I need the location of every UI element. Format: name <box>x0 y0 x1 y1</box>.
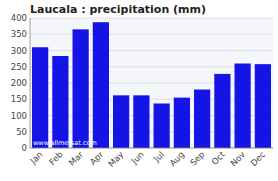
bar <box>52 56 68 148</box>
x-tick-label: Mar <box>67 149 86 168</box>
bar <box>214 74 230 148</box>
grid <box>30 18 273 148</box>
bar <box>32 47 48 148</box>
bar <box>113 95 129 148</box>
y-tick-label: 0 <box>22 143 27 153</box>
x-axis: JanFebMarAprMayJun JulAugSepOctNovDec <box>27 149 267 169</box>
grid-line <box>30 18 273 19</box>
bar <box>235 64 251 149</box>
bars <box>32 22 271 148</box>
y-tick-label: 100 <box>11 111 27 121</box>
y-tick-label: 50 <box>16 127 27 137</box>
x-tick-label: Nov <box>228 149 247 168</box>
chart-container: 050100150200250300350400JanFebMarAprMayJ… <box>0 0 278 181</box>
y-tick-label: 300 <box>11 46 27 56</box>
title: Laucala : precipitation (mm) <box>30 3 206 16</box>
y-tick-label: 400 <box>11 13 27 23</box>
bar <box>133 95 149 148</box>
y-axis-line <box>30 18 31 148</box>
x-tick-label: Jun <box>129 149 146 166</box>
grid-line <box>30 148 273 149</box>
y-tick-label: 350 <box>11 29 27 39</box>
bar <box>73 29 89 148</box>
x-axis-line <box>30 148 273 149</box>
x-tick-label: May <box>106 149 126 169</box>
bar <box>174 98 190 148</box>
x-tick-label: Sep <box>188 149 206 167</box>
plot-background <box>30 18 273 148</box>
y-tick-label: 150 <box>11 94 27 104</box>
bar <box>93 22 109 148</box>
y-tick-label: 200 <box>11 78 27 88</box>
x-tick-label: Apr <box>88 149 106 167</box>
x-tick-label: Dec <box>249 149 268 168</box>
y-axis: 0 50 100 150 200 250 300 350 400 <box>11 13 27 153</box>
x-tick-label: Aug <box>167 149 186 168</box>
grid-line <box>30 34 273 35</box>
watermark: www.allmetsat.com <box>33 139 97 147</box>
bar <box>255 64 271 148</box>
grid-line <box>30 50 273 51</box>
page: {"chart_data": {"type": "bar", "title": … <box>0 0 278 181</box>
x-tick-label: Jan <box>27 149 44 166</box>
x-tick-label: Oct <box>209 149 227 167</box>
x-tick-label: Jul <box>151 149 166 164</box>
chart-svg: 050100150200250300350400JanFebMarAprMayJ… <box>0 0 278 181</box>
bar <box>194 90 210 149</box>
x-tick-label: Feb <box>47 149 65 167</box>
bar <box>154 103 170 148</box>
y-tick-label: 250 <box>11 62 27 72</box>
